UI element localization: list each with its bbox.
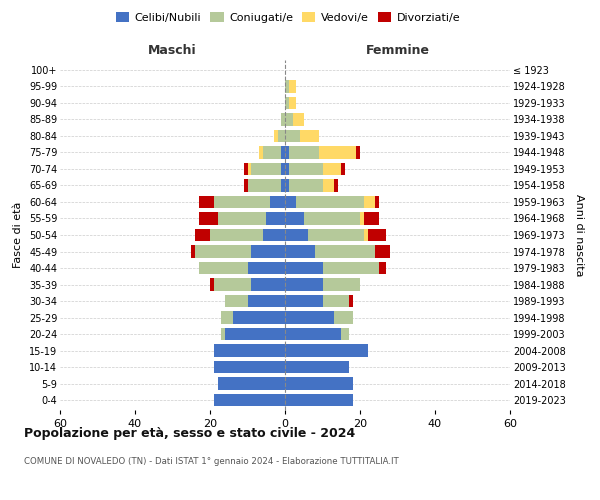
Bar — [248, 180, 281, 192]
Text: Femmine: Femmine — [365, 44, 430, 57]
Bar — [214, 394, 285, 406]
Bar — [341, 163, 345, 175]
Bar — [248, 262, 285, 274]
Bar — [285, 312, 334, 324]
Bar — [281, 180, 285, 192]
Bar — [210, 278, 214, 290]
Bar — [356, 146, 360, 158]
Bar — [244, 180, 248, 192]
Bar — [323, 163, 341, 175]
Bar — [285, 295, 323, 307]
Bar — [281, 113, 285, 126]
Bar — [375, 196, 379, 208]
Bar — [285, 328, 341, 340]
Bar — [225, 295, 248, 307]
Bar — [285, 163, 289, 175]
Bar — [251, 246, 285, 258]
Bar — [221, 312, 233, 324]
Bar — [285, 196, 296, 208]
Bar — [248, 295, 285, 307]
Bar — [281, 146, 285, 158]
Bar — [285, 229, 308, 241]
Bar — [289, 80, 296, 92]
Bar — [300, 130, 319, 142]
Bar — [289, 146, 319, 158]
Legend: Celibi/Nubili, Coniugati/e, Vedovi/e, Divorziati/e: Celibi/Nubili, Coniugati/e, Vedovi/e, Di… — [112, 8, 464, 28]
Bar — [289, 180, 323, 192]
Bar — [289, 163, 323, 175]
Bar — [285, 130, 300, 142]
Bar — [323, 180, 334, 192]
Bar — [308, 229, 364, 241]
Bar — [375, 246, 390, 258]
Bar — [379, 262, 386, 274]
Bar — [293, 113, 304, 126]
Text: Maschi: Maschi — [148, 44, 197, 57]
Bar — [285, 394, 353, 406]
Bar — [334, 180, 337, 192]
Bar — [259, 146, 263, 158]
Bar — [285, 378, 353, 390]
Bar — [251, 278, 285, 290]
Bar — [285, 278, 323, 290]
Bar — [199, 212, 218, 224]
Bar — [285, 344, 367, 357]
Bar — [315, 246, 375, 258]
Text: COMUNE DI NOVALEDO (TN) - Dati ISTAT 1° gennaio 2024 - Elaborazione TUTTITALIA.I: COMUNE DI NOVALEDO (TN) - Dati ISTAT 1° … — [24, 458, 399, 466]
Bar — [263, 146, 281, 158]
Bar — [364, 229, 367, 241]
Bar — [285, 246, 315, 258]
Bar — [289, 96, 296, 109]
Bar — [270, 196, 285, 208]
Bar — [364, 196, 375, 208]
Bar — [323, 262, 379, 274]
Bar — [285, 146, 289, 158]
Bar — [199, 196, 214, 208]
Bar — [285, 113, 293, 126]
Y-axis label: Fasce di età: Fasce di età — [13, 202, 23, 268]
Bar — [323, 278, 360, 290]
Text: Popolazione per età, sesso e stato civile - 2024: Popolazione per età, sesso e stato civil… — [24, 428, 355, 440]
Bar — [319, 146, 356, 158]
Bar — [195, 229, 210, 241]
Bar — [248, 163, 251, 175]
Bar — [281, 163, 285, 175]
Bar — [274, 130, 277, 142]
Bar — [277, 130, 285, 142]
Bar — [244, 163, 248, 175]
Bar — [214, 196, 270, 208]
Bar — [323, 295, 349, 307]
Bar — [214, 278, 251, 290]
Bar — [304, 212, 360, 224]
Bar — [214, 361, 285, 374]
Bar — [364, 212, 379, 224]
Bar — [225, 328, 285, 340]
Bar — [285, 262, 323, 274]
Bar — [210, 229, 263, 241]
Bar — [218, 212, 266, 224]
Bar — [285, 96, 289, 109]
Bar — [195, 246, 251, 258]
Bar — [349, 295, 353, 307]
Bar — [334, 312, 353, 324]
Bar — [251, 163, 281, 175]
Bar — [296, 196, 364, 208]
Bar — [360, 212, 364, 224]
Bar — [285, 80, 289, 92]
Bar — [285, 361, 349, 374]
Bar — [285, 180, 289, 192]
Bar — [191, 246, 195, 258]
Bar — [221, 328, 225, 340]
Bar — [367, 229, 386, 241]
Bar — [199, 262, 248, 274]
Bar — [233, 312, 285, 324]
Bar — [285, 212, 304, 224]
Bar — [341, 328, 349, 340]
Bar — [218, 378, 285, 390]
Y-axis label: Anni di nascita: Anni di nascita — [574, 194, 584, 276]
Bar — [266, 212, 285, 224]
Bar — [263, 229, 285, 241]
Bar — [214, 344, 285, 357]
